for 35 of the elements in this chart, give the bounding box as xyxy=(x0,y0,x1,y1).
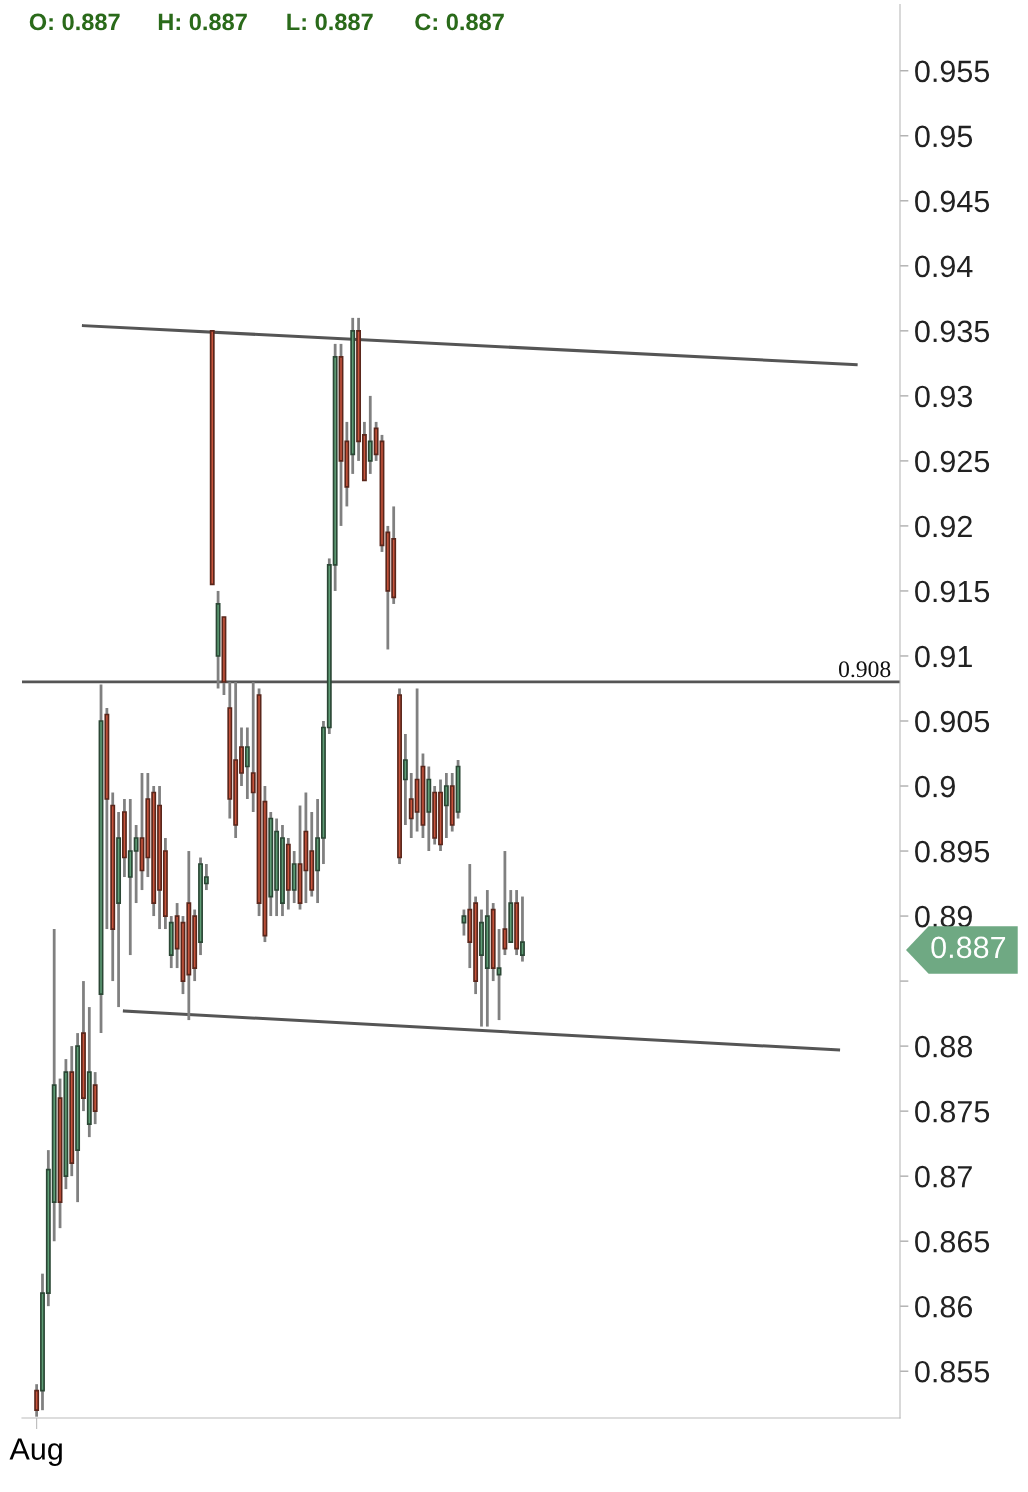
y-tick-label: 0.915 xyxy=(915,580,990,603)
y-tick-label: 0.93 xyxy=(915,385,973,408)
ref-line-label: 0.908 xyxy=(839,661,891,678)
x-tick-label: Aug xyxy=(9,1438,62,1466)
y-tick-label: 0.855 xyxy=(915,1360,990,1383)
y-tick-label: 0.89 xyxy=(915,905,972,928)
candlestick xyxy=(520,895,525,963)
y-tick-label: 0.925 xyxy=(915,450,990,473)
y-tick-label: 0.88 xyxy=(915,1035,973,1058)
candlestick xyxy=(443,771,449,840)
candlestick xyxy=(402,732,408,827)
candlestick xyxy=(34,1382,40,1418)
text: 0.887 xyxy=(931,936,1006,959)
annotation: O: 0.887 xyxy=(29,13,120,31)
y-tick-label: 0.945 xyxy=(915,190,990,213)
candlestick xyxy=(461,908,467,937)
y-tick-label: 0.895 xyxy=(915,840,990,863)
y-tick-label: 0.9 xyxy=(915,775,955,798)
y-tick-label: 0.86 xyxy=(915,1295,973,1318)
candlestick xyxy=(502,849,508,957)
y-tick-label: 0.875 xyxy=(915,1100,990,1123)
y-tick-label: 0.935 xyxy=(915,320,990,343)
y-tick-label: 0.91 xyxy=(915,645,972,668)
y-tick-label: 0.905 xyxy=(915,710,990,733)
y-tick-label: 0.87 xyxy=(915,1165,972,1188)
candlestick xyxy=(367,394,373,476)
y-tick-label: 0.94 xyxy=(915,255,973,278)
y-tick-label: 0.95 xyxy=(915,125,973,148)
candlestick xyxy=(244,726,250,801)
y-tick-label: 0.955 xyxy=(915,60,990,83)
y-tick-label: 0.92 xyxy=(915,515,972,538)
annotation: C: 0.887 xyxy=(415,13,504,31)
annotation: H: 0.887 xyxy=(158,13,247,31)
y-tick-label: 0.865 xyxy=(915,1230,990,1253)
annotation: L: 0.887 xyxy=(287,13,373,31)
